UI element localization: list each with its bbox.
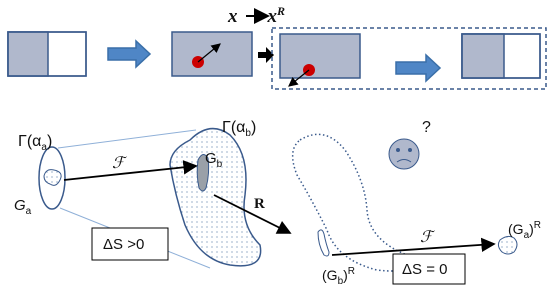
map-arrow [332, 244, 494, 255]
label-r: R [254, 196, 265, 212]
label-f: ℱ [112, 155, 128, 172]
top-row [8, 28, 546, 89]
set-g-a-r [498, 236, 517, 254]
label-f: ℱ [420, 229, 436, 246]
label-g-a: Ga [14, 197, 32, 217]
label-g-b-r: (Gb)R [322, 266, 355, 287]
label-ds-zero: ΔS = 0 [402, 261, 447, 278]
set-g-b-r [318, 230, 329, 256]
confused-face [389, 139, 419, 169]
cone-line [58, 130, 196, 148]
question-mark: ? [422, 119, 431, 136]
label-ds-positive: ΔS >0 [103, 236, 144, 253]
diagram: xxR Γ(αa) Γ [0, 0, 550, 299]
